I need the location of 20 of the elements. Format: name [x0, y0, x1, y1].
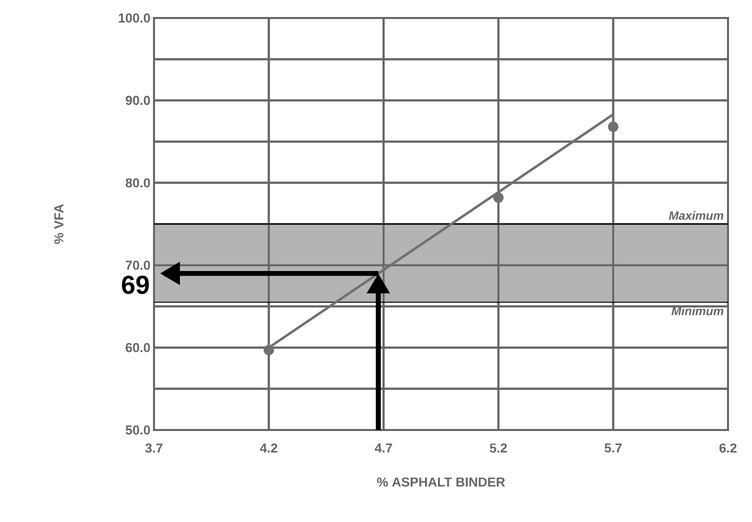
point	[493, 192, 504, 203]
y-tick-label: 70.0	[126, 260, 150, 270]
x-tick-label: 6.2	[719, 443, 736, 453]
ref-line-label: Minimum	[672, 306, 724, 316]
y-tick-label: 90.0	[126, 96, 150, 105]
x-tick-label: 4.7	[374, 443, 392, 452]
x-tick-label: 4.2	[260, 443, 278, 453]
y-tick-label: 60.0	[126, 343, 150, 352]
y-tick-label: 80.0	[126, 178, 150, 188]
ref-line-label: Maximum	[668, 211, 724, 220]
x-tick-label: 5.2	[490, 443, 507, 453]
point	[264, 344, 274, 356]
y-tick-label: 100.0	[118, 13, 150, 23]
y-tick-label: 50.0	[126, 425, 150, 435]
point	[608, 122, 618, 132]
y-axis-title: % VFA	[54, 204, 64, 244]
annotation: 69	[122, 276, 149, 294]
x-axis-title: % ASPHALT BINDER	[377, 477, 506, 487]
x-tick-label: 5.7	[604, 443, 622, 453]
x-tick-label: 3.7	[145, 443, 162, 453]
